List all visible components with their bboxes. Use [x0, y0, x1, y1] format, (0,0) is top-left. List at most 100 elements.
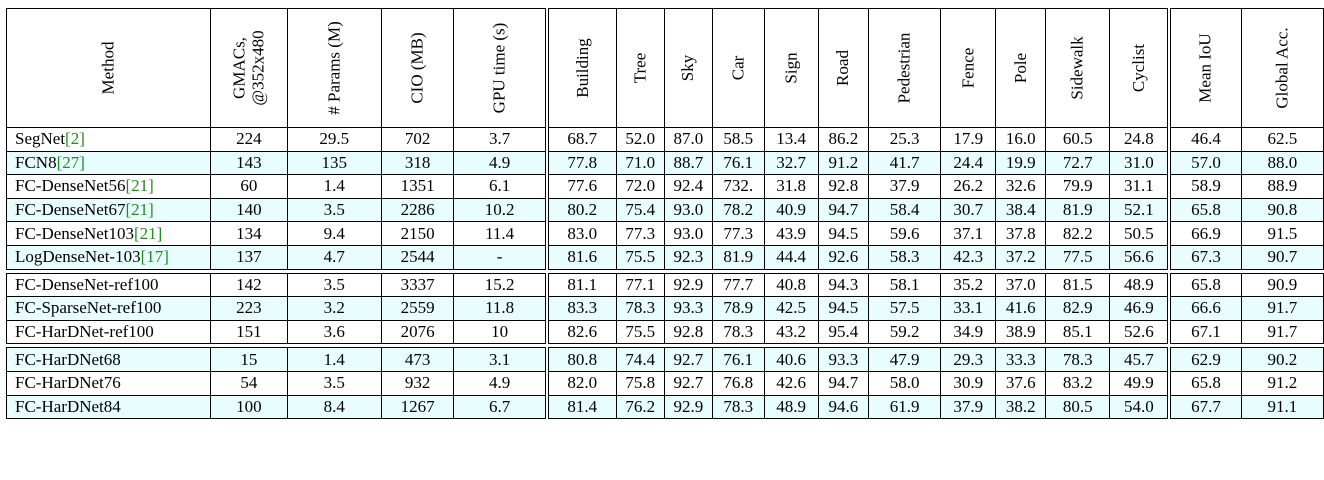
method-cell: FC-HarDNet84 [5, 394, 212, 420]
value-cell: 94.5 [817, 221, 870, 246]
citation-link[interactable]: [2] [65, 129, 85, 149]
value-cell: 134 [210, 221, 288, 246]
value-cell: 2544 [380, 244, 455, 270]
value-cell: 58.3 [868, 244, 942, 270]
value-cell: 76.2 [615, 394, 665, 420]
value-cell: 81.6 [544, 244, 617, 270]
value-cell: 77.3 [711, 221, 765, 246]
value-cell: 10.2 [453, 197, 548, 223]
value-cell: 78.3 [711, 394, 765, 420]
value-cell: 702 [380, 127, 455, 152]
method-cell: FC-DenseNet56[21] [5, 174, 212, 199]
value-cell: 29.3 [940, 347, 997, 372]
header-global-acc: Global Acc. [1240, 8, 1324, 128]
value-cell: 72.0 [615, 174, 665, 199]
table-row: FC-HarDNet84 100 8.4 1267 6.7 81.4 76.2 92.9 78.… [5, 394, 1324, 420]
value-cell: 62.5 [1240, 127, 1324, 152]
value-cell: 31.8 [763, 174, 819, 199]
method-cell: FC-DenseNet-ref100 [5, 272, 212, 298]
value-cell: 58.5 [711, 127, 765, 152]
value-cell: 135 [286, 150, 382, 176]
value-cell: 32.7 [763, 150, 819, 176]
table-row: FC-DenseNet-ref100 142 3.5 3337 15.2 81.1 77.1… [5, 272, 1324, 298]
value-cell: 83.3 [544, 296, 617, 321]
method-cell: FC-HarDNet68 [5, 347, 212, 372]
value-cell: 82.0 [544, 370, 617, 396]
value-cell: 65.8 [1167, 197, 1242, 223]
value-cell: 71.0 [615, 150, 665, 176]
value-cell: 54.0 [1109, 394, 1170, 420]
value-cell: 732. [711, 174, 765, 199]
value-cell: 81.9 [1045, 197, 1111, 223]
table-row: SegNet[2] 224 29.5 702 3.7 68.7 52.0 87.0 58.5 13… [5, 127, 1324, 152]
value-cell: 67.1 [1167, 319, 1242, 345]
value-cell: 38.4 [995, 197, 1047, 223]
value-cell: 72.7 [1045, 150, 1111, 176]
value-cell: 68.7 [544, 127, 617, 152]
method-name: SegNet [15, 129, 66, 149]
value-cell: 59.6 [868, 221, 942, 246]
value-cell: 66.6 [1167, 296, 1242, 321]
value-cell: 90.2 [1240, 347, 1324, 372]
value-cell: 10 [453, 319, 548, 345]
value-cell: 318 [380, 150, 455, 176]
method-cell: FC-HarDNet76 [5, 370, 212, 396]
value-cell: 223 [210, 296, 288, 321]
value-cell: 143 [210, 150, 288, 176]
method-name: FC-SparseNet-ref100 [15, 298, 162, 318]
value-cell: - [453, 244, 548, 270]
table-row: FC-DenseNet56[21] 60 1.4 1351 6.1 77.6 72.0 92.… [5, 174, 1324, 199]
value-cell: 19.9 [995, 150, 1047, 176]
value-cell: 25.3 [868, 127, 942, 152]
value-cell: 37.6 [995, 370, 1047, 396]
value-cell: 142 [210, 272, 288, 298]
results-table: Method GMACs, @352x480 # Params (M) CIO (… [5, 8, 1324, 420]
value-cell: 76.1 [711, 347, 765, 372]
results-table-container: Method GMACs, @352x480 # Params (M) CIO (… [5, 8, 1324, 420]
citation-link[interactable]: [21] [133, 223, 163, 243]
value-cell: 58.9 [1167, 174, 1242, 199]
citation-link[interactable]: [21] [125, 176, 154, 196]
header-sidewalk: Sidewalk [1045, 8, 1111, 128]
value-cell: 93.0 [663, 197, 713, 223]
value-cell: 91.7 [1240, 296, 1324, 321]
header-pedestrian: Pedestrian [868, 8, 942, 128]
value-cell: 91.5 [1240, 221, 1324, 246]
value-cell: 35.2 [940, 272, 997, 298]
value-cell: 34.9 [940, 319, 997, 345]
value-cell: 24.8 [1109, 127, 1170, 152]
method-name: FC-HarDNet84 [15, 396, 121, 416]
value-cell: 4.9 [453, 370, 548, 396]
value-cell: 75.8 [615, 370, 665, 396]
value-cell: 40.6 [763, 347, 819, 372]
value-cell: 1351 [380, 174, 455, 199]
value-cell: 38.2 [995, 394, 1047, 420]
value-cell: 52.6 [1109, 319, 1170, 345]
table-row: FCN8[27] 143 135 318 4.9 77.8 71.0 88.7 76.1 32.7… [5, 150, 1324, 176]
header-method: Method [5, 8, 212, 128]
method-name: FC-HarDNet68 [15, 349, 121, 369]
value-cell: 94.3 [817, 272, 870, 298]
citation-link[interactable]: [27] [56, 152, 85, 172]
citation-link[interactable]: [17] [140, 247, 169, 267]
value-cell: 60 [210, 174, 288, 199]
value-cell: 24.4 [940, 150, 997, 176]
method-name: FC-HarDNet-ref100 [15, 322, 154, 342]
value-cell: 81.9 [711, 244, 765, 270]
citation-link[interactable]: [21] [125, 200, 154, 220]
results-table-body: SegNet[2] 224 29.5 702 3.7 68.7 52.0 87.0 58.5 13… [5, 127, 1324, 420]
value-cell: 3.5 [286, 197, 382, 223]
method-cell: FC-SparseNet-ref100 [5, 296, 212, 321]
method-cell: SegNet[2] [5, 127, 212, 152]
value-cell: 3.7 [453, 127, 548, 152]
value-cell: 30.9 [940, 370, 997, 396]
value-cell: 140 [210, 197, 288, 223]
header-cio: CIO (MB) [380, 8, 455, 128]
header-sky: Sky [663, 8, 713, 128]
method-cell: FC-HarDNet-ref100 [5, 319, 212, 345]
value-cell: 82.9 [1045, 296, 1111, 321]
value-cell: 38.9 [995, 319, 1047, 345]
value-cell: 31.1 [1109, 174, 1170, 199]
value-cell: 94.7 [817, 370, 870, 396]
value-cell: 75.5 [615, 244, 665, 270]
